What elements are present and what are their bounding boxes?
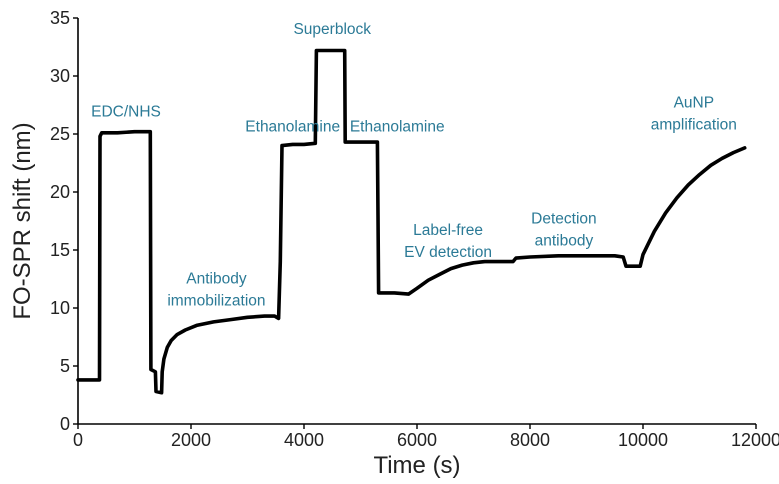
annotation-label: Label-free	[413, 222, 483, 239]
axes: 0 2000 4000 6000 8000 10000 12000 0 5 10 15 20 25 30 3…	[50, 8, 779, 450]
annotation-label: Antibody	[186, 271, 247, 288]
annotation-label: Ethanolamine	[245, 119, 340, 136]
annotation-label: AuNP	[674, 94, 715, 111]
annotation-label: Ethanolamine	[350, 119, 445, 136]
y-tick-label: 5	[60, 356, 70, 376]
x-tick-label: 2000	[171, 430, 211, 450]
series-layer	[76, 48, 747, 395]
x-tick-label: 6000	[397, 430, 437, 450]
annotation-label: EDC/NHS	[91, 104, 161, 121]
x-tick-label: 12000	[731, 430, 779, 450]
x-tick-label: 0	[73, 430, 83, 450]
annotation-label: EV detection	[404, 244, 492, 261]
annotation-label: Superblock	[293, 21, 371, 38]
y-tick-label: 25	[50, 124, 70, 144]
x-tick-label: 8000	[510, 430, 550, 450]
y-tick-label: 20	[50, 182, 70, 202]
y-tick-label: 15	[50, 240, 70, 260]
y-tick-label: 10	[50, 298, 70, 318]
annotation-label: antibody	[535, 232, 594, 249]
y-axis-title: FO-SPR shift (nm)	[9, 122, 36, 319]
annotation-label: Detection	[531, 210, 596, 227]
series-line	[76, 48, 747, 395]
y-tick-label: 35	[50, 8, 70, 28]
x-tick-label: 10000	[618, 430, 668, 450]
x-axis-title: Time (s)	[373, 452, 460, 479]
y-tick-label: 30	[50, 66, 70, 86]
annotations: EDC/NHS Superblock Ethanolamine Ethanolamin…	[91, 21, 737, 309]
annotation-label: amplification	[651, 116, 737, 133]
y-tick-label: 0	[60, 414, 70, 434]
x-tick-label: 4000	[284, 430, 324, 450]
annotation-label: immobilization	[167, 293, 265, 310]
